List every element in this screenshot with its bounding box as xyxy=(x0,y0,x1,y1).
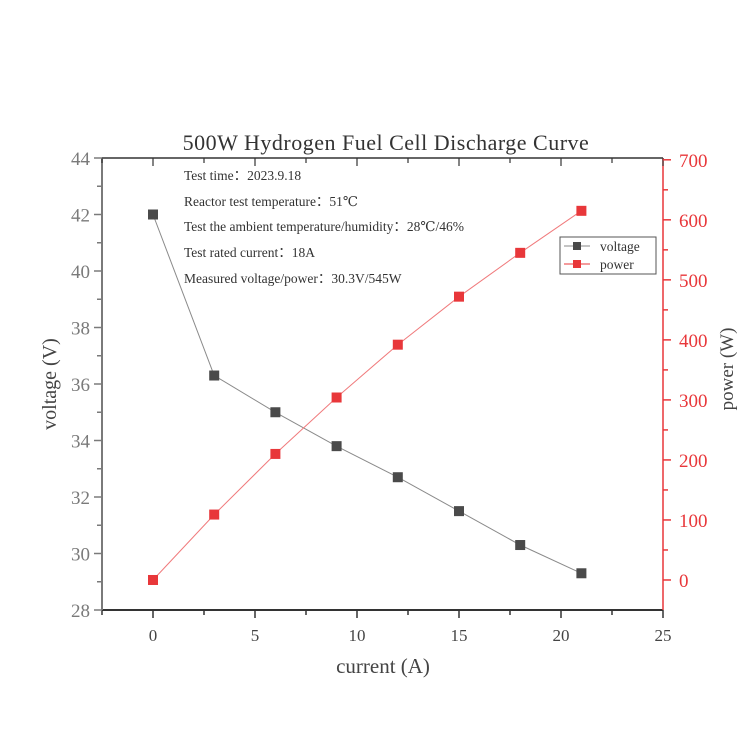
y-left-tick-label: 44 xyxy=(71,149,91,170)
y-right-tick-label: 300 xyxy=(679,391,708,412)
annotation-block: Test time：2023.9.18 Reactor test tempera… xyxy=(184,168,464,286)
legend-voltage-marker xyxy=(573,242,581,250)
y-right-tick-label: 200 xyxy=(679,451,708,472)
x-tick-label: 20 xyxy=(553,626,570,645)
y-left-tick-label: 40 xyxy=(71,262,90,283)
y-right-axis-label: power (W) xyxy=(717,328,738,411)
power-line xyxy=(152,210,582,581)
voltage-point xyxy=(515,540,526,551)
power-point xyxy=(331,392,342,403)
y-right-tick-label: 100 xyxy=(679,511,708,532)
legend-voltage-label: voltage xyxy=(600,239,640,254)
y-right-tick-label: 0 xyxy=(679,571,689,592)
y-left-axis-label: voltage (V) xyxy=(39,338,61,430)
power-point xyxy=(209,509,220,520)
voltage-point xyxy=(392,472,403,483)
x-tick-label: 10 xyxy=(349,626,366,645)
series-lines xyxy=(152,210,582,581)
power-point xyxy=(576,205,587,216)
y-right-tick-label: 600 xyxy=(679,211,708,232)
power-point xyxy=(270,448,281,459)
power-point xyxy=(392,339,403,350)
x-tick-label: 15 xyxy=(451,626,468,645)
y-left-tick-label: 34 xyxy=(71,432,91,453)
voltage-point xyxy=(576,568,587,579)
y-left-tick-label: 38 xyxy=(71,319,90,340)
voltage-point xyxy=(148,209,158,220)
series-markers xyxy=(148,205,587,585)
voltage-point xyxy=(209,370,220,381)
x-axis-label: current (A) xyxy=(336,654,430,678)
y-right-tick-label: 500 xyxy=(679,271,708,292)
axes: 0 5 10 15 20 25 28 30 32 34 36 38 40 42 44 0 100 200 300 40… xyxy=(71,149,708,645)
annotation-reactor-temperature: Reactor test temperature：51℃ xyxy=(184,194,358,209)
y-left-tick-label: 28 xyxy=(71,601,90,622)
chart-title: 500W Hydrogen Fuel Cell Discharge Curve xyxy=(183,130,590,155)
x-tick-label: 0 xyxy=(149,626,158,645)
y-right-tick-label: 400 xyxy=(679,331,708,352)
voltage-point xyxy=(454,506,464,517)
annotation-measured: Measured voltage/power：30.3V/545W xyxy=(184,271,402,286)
y-left-tick-label: 36 xyxy=(71,375,90,396)
legend: voltage power xyxy=(559,236,657,275)
power-point xyxy=(454,291,464,302)
y-right-tick-label: 700 xyxy=(679,151,708,172)
y-left-tick-label: 30 xyxy=(71,545,90,566)
power-point xyxy=(515,247,526,258)
y-left-tick-label: 32 xyxy=(71,488,90,509)
annotation-ambient: Test the ambient temperature/humidity：28… xyxy=(184,219,464,234)
legend-power-label: power xyxy=(600,257,634,272)
voltage-point xyxy=(331,441,342,452)
power-point xyxy=(148,574,158,585)
annotation-test-time: Test time：2023.9.18 xyxy=(184,168,301,183)
y-left-tick-label: 42 xyxy=(71,206,90,227)
x-tick-label: 25 xyxy=(655,626,672,645)
x-tick-label: 5 xyxy=(251,626,260,645)
voltage-line xyxy=(152,214,582,574)
annotation-rated-current: Test rated current：18A xyxy=(184,245,315,260)
legend-power-marker xyxy=(573,260,581,268)
voltage-point xyxy=(270,407,281,418)
